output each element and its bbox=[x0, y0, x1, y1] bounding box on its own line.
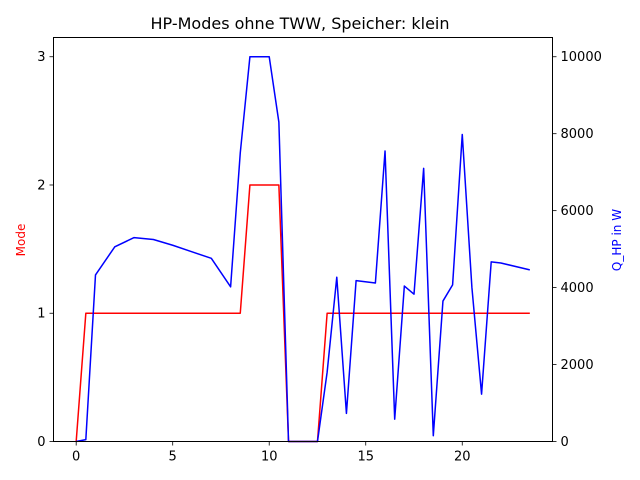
right-y-tick-label: 8000 bbox=[561, 127, 594, 142]
left-y-tick-label: 0 bbox=[37, 435, 45, 450]
x-tick-label: 0 bbox=[72, 450, 80, 465]
x-axis: 0 5 10 15 20 bbox=[72, 441, 471, 465]
right-y-tick-label: 6000 bbox=[561, 204, 594, 219]
left-y-axis: 0 1 2 3 bbox=[37, 50, 54, 450]
left-y-tick-label: 2 bbox=[37, 178, 45, 193]
left-y-tick-label: 3 bbox=[37, 50, 45, 65]
right-y-tick-label: 2000 bbox=[561, 358, 594, 373]
left-y-tick-label: 1 bbox=[37, 307, 45, 322]
x-tick-label: 15 bbox=[357, 450, 374, 465]
right-y-tick-label: 0 bbox=[561, 435, 569, 450]
left-axis-label: Mode bbox=[14, 224, 28, 257]
right-y-axis: 0 2000 4000 6000 8000 10000 bbox=[552, 50, 602, 450]
x-tick-label: 20 bbox=[454, 450, 471, 465]
right-y-tick-label: 4000 bbox=[561, 281, 594, 296]
right-axis-label: Q_HP in W bbox=[610, 209, 624, 271]
chart-title: HP-Modes ohne TWW, Speicher: klein bbox=[151, 14, 450, 33]
q-hp-line bbox=[76, 55, 530, 443]
x-tick-label: 5 bbox=[169, 450, 177, 465]
plot-area bbox=[53, 37, 553, 442]
right-y-tick-label: 10000 bbox=[561, 50, 602, 65]
x-tick-label: 10 bbox=[261, 450, 278, 465]
